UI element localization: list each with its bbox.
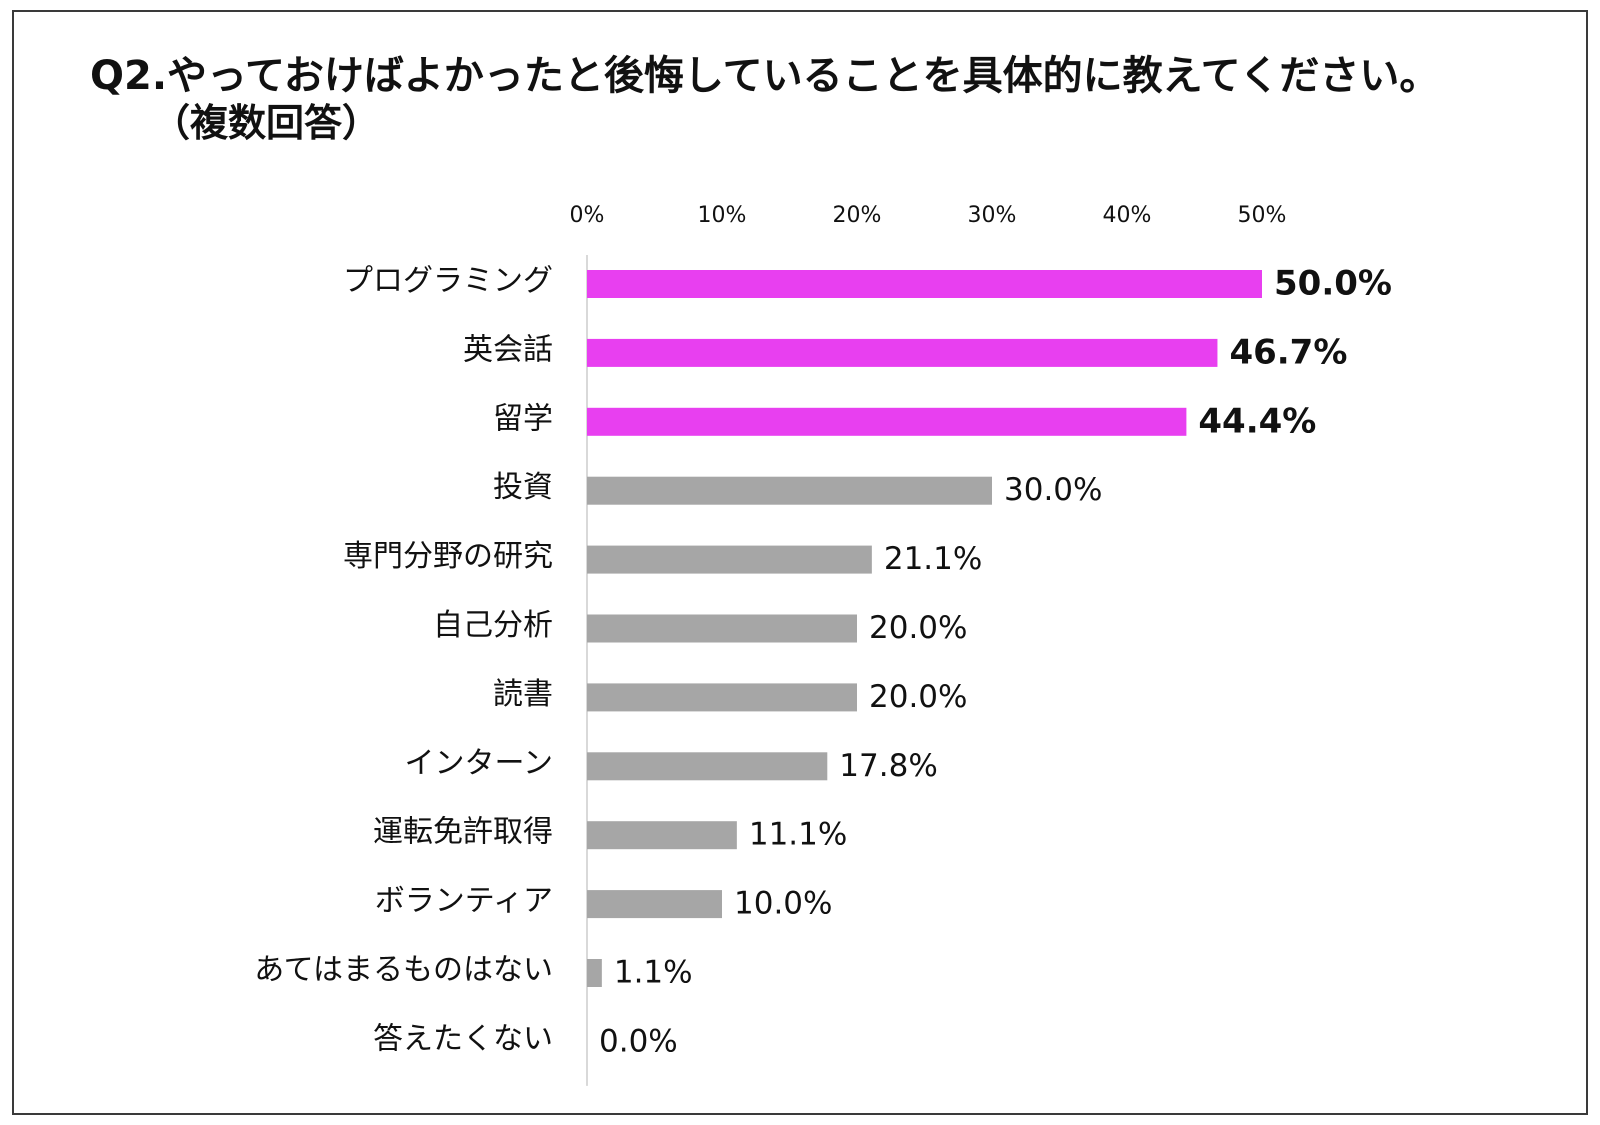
- category-label: 自己分析: [433, 608, 553, 643]
- bar: [587, 821, 737, 850]
- category-label: プログラミング: [343, 264, 553, 299]
- bar: [587, 683, 857, 712]
- x-tick-label: 20%: [833, 203, 882, 228]
- chart-subtitle: （複数回答）: [152, 101, 381, 145]
- x-tick-label: 50%: [1238, 203, 1287, 228]
- value-label: 17.8%: [839, 748, 937, 784]
- x-tick-label: 0%: [570, 203, 605, 228]
- value-label: 21.1%: [884, 541, 982, 577]
- chart-title: Q2.やっておけばよかったと後悔していることを具体的に教えてください。: [90, 53, 1440, 99]
- category-label: インターン: [405, 746, 554, 781]
- x-tick-label: 30%: [968, 203, 1017, 228]
- category-label: 投資: [493, 470, 553, 505]
- bar: [587, 890, 722, 919]
- bar: [587, 545, 872, 574]
- value-label: 20.0%: [869, 679, 967, 715]
- bar: [587, 752, 828, 781]
- category-label: 専門分野の研究: [343, 539, 553, 574]
- bar: [587, 476, 992, 505]
- category-label: 読書: [493, 677, 553, 712]
- category-label: 英会話: [463, 332, 553, 367]
- value-label: 0.0%: [599, 1023, 678, 1059]
- value-label: 50.0%: [1274, 264, 1392, 304]
- value-label: 30.0%: [1004, 472, 1102, 508]
- value-label: 46.7%: [1229, 332, 1347, 372]
- category-label: 答えたくない: [373, 1021, 553, 1056]
- bar: [587, 270, 1262, 298]
- bar: [587, 407, 1187, 436]
- value-label: 10.0%: [734, 886, 832, 922]
- category-label: ボランティア: [375, 884, 553, 919]
- x-tick-label: 10%: [698, 203, 747, 228]
- value-label: 20.0%: [869, 610, 967, 646]
- category-label: あてはまるものはない: [254, 953, 553, 988]
- bar: [587, 959, 602, 987]
- bar: [587, 614, 857, 643]
- value-label: 11.1%: [749, 817, 847, 853]
- category-label: 留学: [493, 401, 553, 436]
- x-tick-label: 40%: [1103, 203, 1152, 228]
- bar: [587, 338, 1218, 367]
- value-label: 44.4%: [1198, 401, 1316, 441]
- category-label: 運転免許取得: [373, 815, 553, 850]
- value-label: 1.1%: [614, 955, 693, 991]
